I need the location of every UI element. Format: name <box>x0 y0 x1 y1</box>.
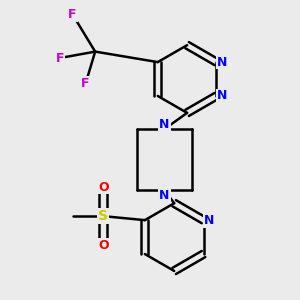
Text: N: N <box>159 118 170 131</box>
Text: O: O <box>98 181 109 194</box>
Text: N: N <box>217 89 227 103</box>
Text: F: F <box>56 52 64 64</box>
Text: N: N <box>217 56 227 69</box>
Text: O: O <box>98 239 109 252</box>
Text: N: N <box>159 189 170 202</box>
Text: F: F <box>81 77 90 90</box>
Text: F: F <box>68 8 77 21</box>
Text: S: S <box>98 209 108 223</box>
Text: N: N <box>204 214 214 227</box>
